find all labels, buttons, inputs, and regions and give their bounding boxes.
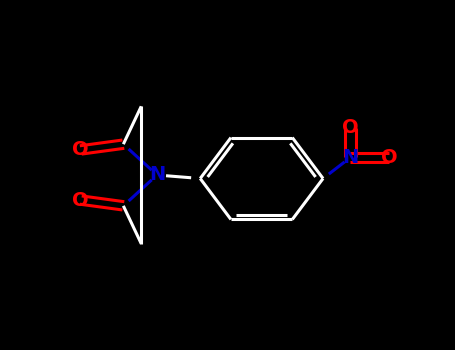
Text: N: N <box>149 166 165 184</box>
Text: O: O <box>381 148 397 167</box>
Text: O: O <box>342 118 359 137</box>
Text: N: N <box>342 148 359 167</box>
Text: O: O <box>72 140 89 160</box>
Text: O: O <box>72 190 89 210</box>
